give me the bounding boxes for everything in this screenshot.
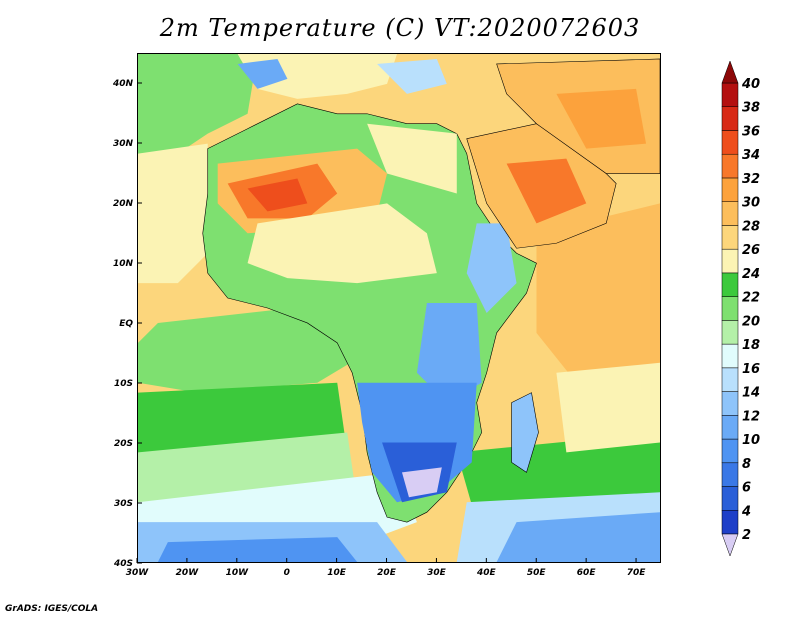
colorbar-segment — [721, 201, 739, 226]
colorbar-segment — [721, 248, 739, 274]
colorbar-segment — [721, 106, 739, 131]
lon-tick-label: 20W — [176, 568, 200, 578]
colorbar-label: 32 — [742, 172, 760, 187]
lon-tick-label: 50E — [527, 568, 547, 578]
atlantic-tropical-field — [138, 143, 208, 284]
colorbar-label: 8 — [742, 457, 751, 472]
iberia-cool — [237, 58, 288, 89]
colorbar-segment — [721, 272, 739, 297]
arabia-hot — [506, 158, 587, 224]
lon-tick-label: 10E — [327, 568, 347, 578]
lat-tick-label: 40N — [112, 79, 134, 89]
colorbar-segment — [721, 367, 739, 392]
libya-egypt — [367, 123, 457, 194]
colorbar-segment — [721, 153, 739, 179]
colorbar-label: 36 — [742, 124, 760, 139]
lat-tick-label: 40S — [113, 559, 133, 569]
sahel-cool — [247, 203, 437, 284]
colorbar-label: 30 — [742, 196, 760, 211]
colorbar-segment — [721, 438, 739, 464]
colorbar-label: 10 — [742, 433, 760, 448]
grads-credit: GrADS: IGES/COLA — [5, 604, 99, 614]
lon-tick-label: 40E — [476, 568, 497, 578]
temperature-map — [137, 53, 661, 563]
colorbar-segment — [721, 130, 739, 155]
colorbar-label: 4 — [741, 504, 751, 519]
lat-tick-label: 30N — [113, 139, 134, 149]
sahara-hot-3 — [247, 178, 308, 212]
arabian-sea-field — [536, 203, 660, 383]
lat-tick-label: 10N — [113, 259, 134, 269]
colorbar-label: 18 — [742, 338, 760, 353]
colorbar-segment — [721, 296, 739, 321]
lat-tick-label: EQ — [119, 319, 133, 329]
middle-east-hot — [556, 88, 647, 149]
lat-tick-label: 20S — [114, 439, 133, 449]
colorbar-label: 6 — [742, 481, 751, 496]
lon-tick-label: 0 — [284, 568, 290, 578]
great-lakes-cool — [416, 303, 482, 403]
colorbar-label: 12 — [742, 409, 760, 424]
colorbar-segment — [721, 391, 739, 416]
colorbar-label: 40 — [741, 77, 760, 92]
madagascar — [511, 392, 539, 473]
colorbar-label: 20 — [742, 314, 760, 329]
colorbar-segment — [721, 343, 739, 369]
colorbar-label: 28 — [742, 219, 760, 234]
colorbar-segment — [721, 225, 739, 250]
colorbar-label: 24 — [742, 267, 760, 282]
lon-tick-label: 20E — [377, 568, 397, 578]
lon-tick-label: 60E — [577, 568, 597, 578]
colorbar-label: 22 — [742, 291, 760, 306]
colorbar-label: 26 — [742, 243, 760, 258]
lon-tick-label: 70E — [627, 568, 647, 578]
lat-tick-label: 10S — [114, 379, 133, 389]
colorbar-label: 16 — [742, 362, 760, 377]
colorbar-segment — [721, 486, 739, 511]
balkan-cool — [377, 58, 447, 94]
colorbar-min-arrow — [721, 533, 739, 557]
indian-ocean-equatorial — [556, 362, 660, 453]
lon-tick-label: 10W — [226, 568, 250, 578]
colorbar-segment — [721, 462, 739, 487]
lon-tick-label: 30E — [427, 568, 447, 578]
colorbar-max-arrow — [721, 60, 739, 84]
colorbar-segment — [721, 510, 739, 535]
colorbar-segment — [721, 82, 739, 107]
lon-tick-label: 30W — [126, 568, 150, 578]
colorbar-segment — [721, 415, 739, 440]
colorbar-label: 38 — [742, 101, 760, 116]
colorbar-segment — [721, 320, 739, 345]
colorbar-label: 14 — [742, 386, 760, 401]
colorbar-label: 34 — [742, 148, 760, 163]
chart-title: 2m Temperature (C) VT:2020072603 — [159, 14, 641, 42]
ethiopia-cool — [466, 223, 517, 313]
lat-tick-label: 30S — [114, 499, 133, 509]
gulf-guinea-field — [138, 303, 368, 393]
indian-southern-blue — [496, 512, 660, 562]
atlantic-north-field — [138, 54, 258, 164]
south-africa-frost — [401, 467, 442, 498]
lat-tick-label: 20N — [113, 199, 134, 209]
colorbar-label: 2 — [742, 528, 751, 543]
colorbar-segment — [721, 177, 739, 202]
atlantic-southern-deep — [157, 537, 358, 562]
